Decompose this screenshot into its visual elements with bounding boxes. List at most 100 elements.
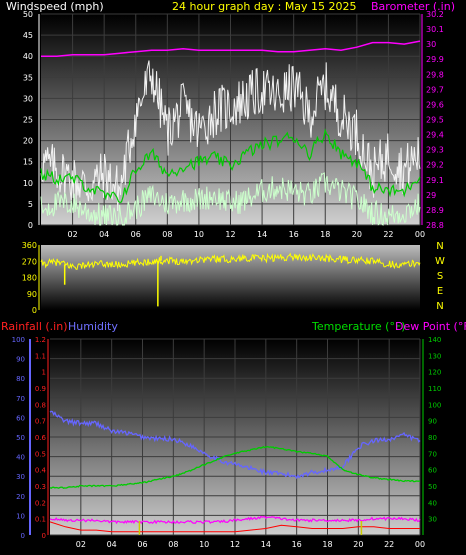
wind-tick-label: 20 — [23, 137, 33, 146]
wind-x-tick-label: 06 — [131, 230, 141, 239]
windspeed-label: Windspeed (mph) — [6, 0, 104, 13]
rainfall-tick-label: 1.1 — [35, 352, 46, 360]
wind-tick-label: 50 — [23, 10, 33, 19]
humidity-x-tick-label: 12 — [230, 540, 240, 549]
rainfall-tick-label: 0.9 — [35, 385, 46, 393]
dewpoint-label: Dew Point (°F) — [395, 320, 466, 333]
humidity-tick-label: 70 — [16, 395, 25, 403]
temperature-tick-label: 120 — [428, 369, 441, 377]
humidity-x-tick-label: 22 — [384, 540, 394, 549]
wind-x-tick-label: 00 — [415, 230, 425, 239]
wind-light-series-line — [40, 172, 421, 226]
barometer-tick-label: 29.9 — [426, 55, 444, 64]
wind-tick-label: 30 — [23, 94, 33, 103]
humidity-tick-label: 0 — [21, 532, 25, 540]
humidity-label: Humidity — [68, 320, 118, 333]
barometer-tick-label: 29.5 — [426, 116, 444, 125]
barometer-tick-label: 29.2 — [426, 161, 444, 170]
humidity-x-tick-label: 10 — [199, 540, 209, 549]
barometer-tick-label: 30 — [426, 40, 436, 49]
graph-title: 24 hour graph day : May 15 2025 — [172, 0, 357, 13]
humidity-x-tick-label: 02 — [76, 540, 86, 549]
rainfall-tick-label: 1.2 — [35, 336, 46, 344]
temperature-tick-label: 60 — [428, 467, 437, 475]
wind-tick-label: 25 — [23, 116, 33, 125]
wind-x-tick-label: 16 — [289, 230, 299, 239]
barometer-tick-label: 29 — [426, 191, 436, 200]
barometer-tick-label: 29.8 — [426, 70, 444, 79]
wind-x-tick-label: 22 — [383, 230, 393, 239]
rainfall-tick-label: 0.2 — [35, 499, 46, 507]
wind-tick-label: 45 — [23, 31, 33, 40]
direction-series-line — [40, 252, 421, 270]
barometer-tick-label: 29.7 — [426, 85, 444, 94]
wind-x-tick-label: 14 — [257, 230, 267, 239]
wind-tick-label: 40 — [23, 52, 33, 61]
direction-tick-label: 270 — [22, 257, 37, 266]
rainfall-tick-label: 0.3 — [35, 483, 46, 491]
humidity-tick-label: 10 — [16, 512, 25, 520]
temperature-tick-label: 100 — [428, 401, 441, 409]
temperature-tick-label: 90 — [428, 418, 437, 426]
humidity-x-tick-label: 08 — [168, 540, 178, 549]
humidity-tick-label: 60 — [16, 414, 25, 422]
barometer-tick-label: 28.8 — [426, 221, 444, 230]
rainfall-tick-label: 0.5 — [35, 450, 46, 458]
rainfall-tick-label: 0 — [42, 532, 46, 540]
barometer-tick-label: 29.3 — [426, 146, 444, 155]
humidity-x-tick-label: 18 — [322, 540, 332, 549]
wind-x-tick-label: 02 — [67, 230, 77, 239]
compass-label: N — [436, 241, 443, 252]
humidity-tick-label: 100 — [12, 336, 25, 344]
humidity-tick-label: 90 — [16, 356, 25, 364]
dewpoint-series-line — [49, 515, 421, 525]
wind-tick-label: 15 — [23, 158, 33, 167]
wind-x-tick-label: 18 — [320, 230, 330, 239]
direction-tick-label: 180 — [22, 274, 37, 283]
barometer-tick-label: 30.1 — [426, 25, 444, 34]
humidity-tick-label: 40 — [16, 454, 25, 462]
humidity-tick-label: 30 — [16, 473, 25, 481]
temperature-tick-label: 70 — [428, 450, 437, 458]
humidity-x-tick-label: 06 — [137, 540, 147, 549]
wind-tick-label: 0 — [28, 221, 33, 230]
barometer-tick-label: 29.4 — [426, 131, 444, 140]
temperature-tick-label: 30 — [428, 516, 437, 524]
barometer-label: Barometer (.in) — [371, 0, 455, 13]
humidity-x-tick-label: 14 — [261, 540, 271, 549]
wind-x-tick-label: 20 — [352, 230, 362, 239]
rainfall-tick-label: 1 — [42, 369, 46, 377]
temperature-tick-label: 50 — [428, 483, 437, 491]
wind-x-tick-label: 08 — [162, 230, 172, 239]
humidity-tick-label: 20 — [16, 493, 25, 501]
rainfall-series-line — [49, 521, 420, 533]
wind-tick-label: 5 — [28, 200, 33, 209]
temperature-tick-label: 130 — [428, 352, 441, 360]
rainfall-tick-label: 0.1 — [35, 516, 46, 524]
compass-label: E — [437, 286, 443, 297]
humidity-tick-label: 50 — [16, 434, 25, 442]
wind-tick-label: 35 — [23, 73, 33, 82]
humidity-x-tick-label: 00 — [415, 540, 425, 549]
barometer-tick-label: 30.2 — [426, 10, 444, 19]
temperature-series-line — [49, 445, 421, 490]
temperature-label: Temperature (°F) — [312, 320, 406, 333]
barometer-tick-label: 28.9 — [426, 206, 444, 215]
temperature-tick-label: 110 — [428, 385, 441, 393]
temperature-tick-label: 80 — [428, 434, 437, 442]
rainfall-tick-label: 0.6 — [35, 434, 47, 442]
humidity-x-tick-label: 16 — [292, 540, 302, 549]
direction-tick-label: 90 — [27, 290, 37, 299]
compass-label: S — [437, 271, 443, 282]
wind-tick-label: 10 — [23, 179, 33, 188]
direction-tick-label: 0 — [32, 306, 37, 315]
direction-plot-background — [41, 245, 420, 310]
humidity-series-line — [49, 410, 421, 480]
rainfall-label: Rainfall (.in) — [1, 320, 68, 333]
humidity-x-tick-label: 04 — [107, 540, 117, 549]
rainfall-tick-label: 0.7 — [35, 418, 46, 426]
wind-average-series-line — [40, 128, 421, 204]
wind-x-tick-label: 10 — [194, 230, 204, 239]
direction-tick-label: 360 — [22, 241, 37, 250]
